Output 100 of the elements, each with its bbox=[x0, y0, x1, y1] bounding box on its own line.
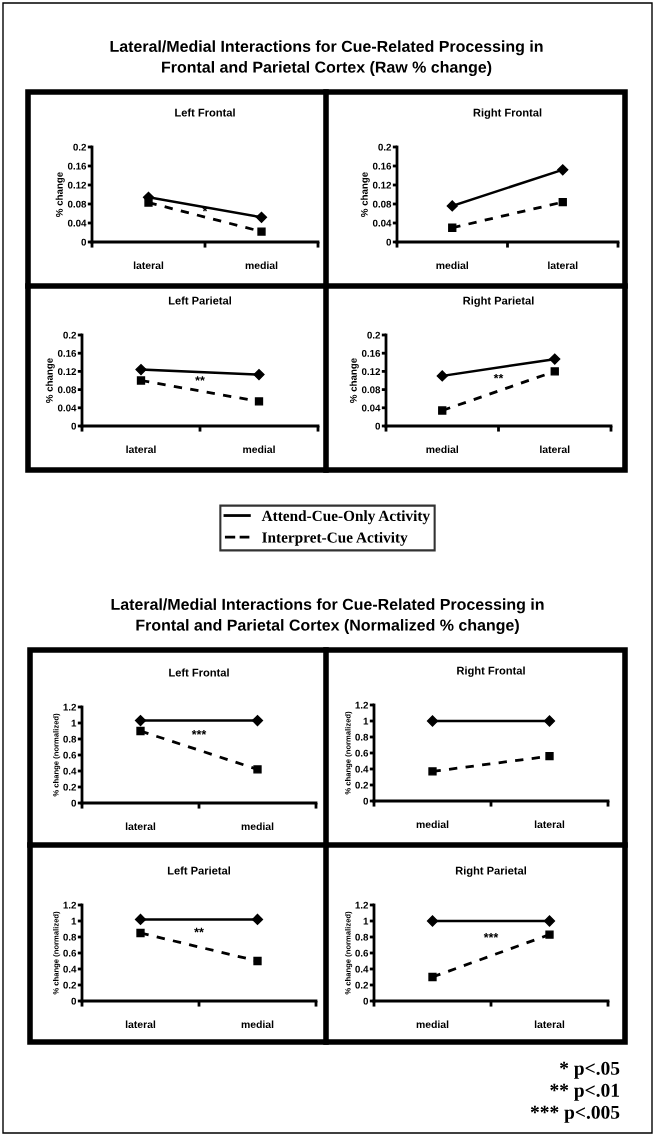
x-tick-label: lateral bbox=[125, 1020, 156, 1029]
y-tick-label: 0.12 bbox=[57, 368, 77, 376]
y-tick-label: 1 bbox=[71, 719, 77, 727]
annotation: *** bbox=[483, 933, 499, 938]
text: *** p<.005 bbox=[530, 1105, 620, 1123]
x-tick-label: lateral bbox=[125, 822, 156, 831]
x-tick-label: lateral bbox=[133, 261, 164, 270]
point bbox=[257, 227, 266, 236]
y-axis-title: % change bbox=[45, 358, 55, 403]
point bbox=[549, 353, 561, 365]
y-tick-label: 0.08 bbox=[67, 200, 87, 208]
x-tick-label: medial bbox=[243, 445, 275, 454]
y-tick-label: 1.2 bbox=[63, 703, 77, 711]
y-tick-label: 0.08 bbox=[57, 386, 77, 394]
y-axis-title: % change bbox=[360, 172, 370, 217]
y-tick-label: 0.2 bbox=[355, 981, 369, 989]
y-tick-label: 0.2 bbox=[63, 783, 77, 791]
point bbox=[144, 198, 153, 207]
point bbox=[543, 715, 556, 727]
point bbox=[545, 930, 554, 939]
chart-title: Right Parietal bbox=[463, 296, 534, 307]
annotation: ** bbox=[194, 927, 204, 933]
x-tick-label: lateral bbox=[534, 820, 565, 829]
y-tick-label: 1 bbox=[71, 917, 77, 925]
point bbox=[550, 367, 559, 376]
x-tick-label: lateral bbox=[534, 1020, 565, 1029]
y-tick-label: 0 bbox=[386, 238, 392, 246]
y-tick-label: 0 bbox=[71, 997, 77, 1005]
y-tick-label: 0.6 bbox=[63, 949, 77, 957]
chart-title: Right Frontal bbox=[457, 666, 525, 677]
y-tick-label: 0.2 bbox=[378, 143, 392, 151]
y-tick-label: 0 bbox=[71, 422, 77, 430]
point bbox=[253, 765, 262, 774]
y-tick-label: 0 bbox=[81, 238, 87, 246]
chart-title: Right Frontal bbox=[473, 108, 542, 119]
point bbox=[545, 752, 554, 761]
x-tick-label: medial bbox=[241, 1020, 274, 1029]
y-tick-label: 0 bbox=[375, 422, 381, 430]
chart-title: Left Parietal bbox=[168, 296, 232, 305]
point bbox=[253, 956, 262, 966]
y-tick-label: 0.8 bbox=[355, 733, 369, 741]
point bbox=[134, 913, 147, 926]
point bbox=[426, 715, 439, 727]
point bbox=[136, 376, 146, 385]
text: Lateral/Medial Interactions for Cue-Related Processing in Frontal and Parietal Cortex (Normalized % change) bbox=[111, 598, 544, 634]
y-tick-label: 0.8 bbox=[355, 933, 369, 941]
y-tick-label: 1.2 bbox=[355, 901, 369, 909]
y-tick-label: 0 bbox=[363, 997, 369, 1005]
y-tick-label: 0 bbox=[71, 799, 77, 807]
y-tick-label: 0.4 bbox=[63, 965, 77, 973]
point bbox=[557, 164, 569, 176]
point bbox=[543, 915, 556, 927]
x-tick-label: lateral bbox=[126, 445, 156, 454]
point bbox=[436, 370, 448, 382]
x-tick-label: medial bbox=[436, 261, 469, 270]
x-tick-label: medial bbox=[426, 445, 459, 454]
y-tick-label: 0.6 bbox=[355, 749, 369, 757]
x-tick-label: lateral bbox=[548, 261, 578, 270]
y-tick-label: 0.04 bbox=[67, 219, 87, 227]
y-tick-label: 0.2 bbox=[73, 143, 87, 151]
point bbox=[558, 197, 567, 207]
y-tick-label: 0.16 bbox=[361, 349, 381, 357]
y-tick-label: 0.16 bbox=[57, 349, 77, 357]
point bbox=[448, 223, 457, 232]
point bbox=[134, 714, 147, 727]
x-tick-label: medial bbox=[416, 1020, 449, 1029]
point bbox=[136, 928, 145, 938]
point bbox=[446, 200, 458, 212]
point bbox=[253, 368, 265, 381]
y-tick-label: 0.4 bbox=[355, 765, 369, 773]
y-tick-label: 1.2 bbox=[63, 901, 77, 909]
point bbox=[251, 714, 264, 727]
x-tick-label: medial bbox=[241, 822, 274, 831]
y-tick-label: 0.16 bbox=[372, 162, 392, 170]
y-tick-label: 0.04 bbox=[372, 219, 392, 227]
y-tick-label: 0.4 bbox=[355, 965, 369, 973]
legend-label: Interpret-Cue Activity bbox=[262, 531, 408, 546]
y-tick-label: 0.2 bbox=[63, 981, 77, 989]
y-tick-label: 0.08 bbox=[372, 200, 392, 208]
annotation: ** bbox=[493, 373, 504, 379]
y-tick-label: 0.04 bbox=[57, 404, 77, 412]
y-tick-label: 0.12 bbox=[361, 368, 381, 376]
annotation: ** bbox=[195, 376, 205, 381]
y-tick-label: 0.2 bbox=[63, 331, 77, 339]
y-tick-label: 0.8 bbox=[63, 933, 77, 941]
y-tick-label: 0.04 bbox=[361, 404, 381, 412]
point bbox=[254, 397, 264, 406]
point bbox=[426, 915, 439, 927]
y-tick-label: 0.6 bbox=[63, 751, 77, 759]
point bbox=[251, 913, 264, 926]
y-tick-label: 1 bbox=[363, 917, 369, 925]
point bbox=[428, 972, 437, 982]
y-axis-title: % change bbox=[349, 358, 359, 403]
x-tick-label: medial bbox=[416, 820, 449, 829]
y-tick-label: 1 bbox=[363, 717, 369, 725]
y-tick-label: 0.08 bbox=[361, 386, 381, 394]
y-axis-title: % change bbox=[55, 172, 65, 217]
text: Lateral/Medial Interactions for Cue-Related Processing in Frontal and Parietal Cortex (Raw % change) bbox=[110, 40, 543, 76]
legend-label: Attend-Cue-Only Activity bbox=[261, 510, 430, 525]
chart-title: Right Parietal bbox=[455, 866, 527, 877]
